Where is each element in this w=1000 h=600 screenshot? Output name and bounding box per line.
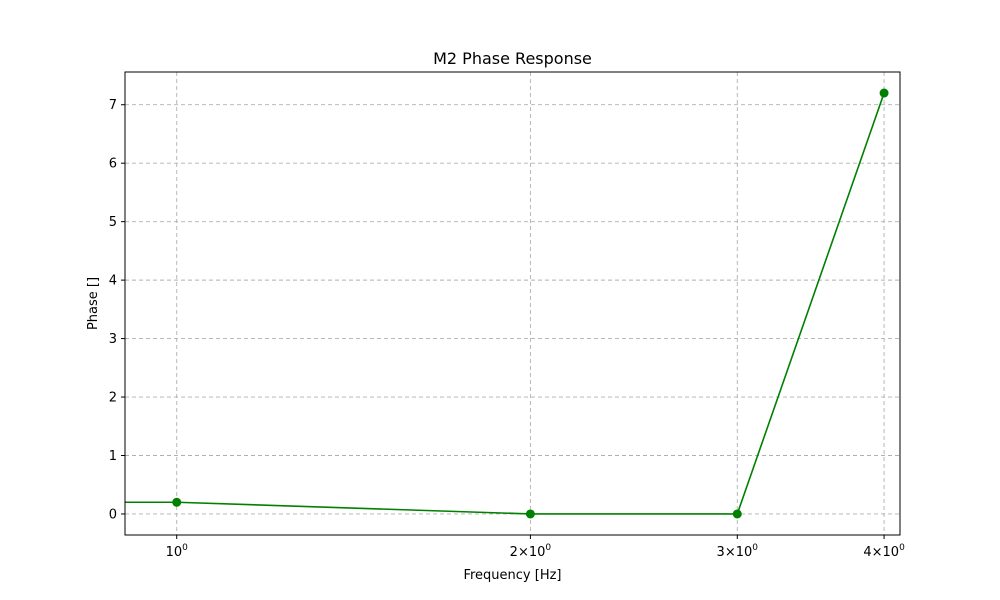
y-tick-label: 2 bbox=[109, 391, 117, 406]
x-tick-label: 2×100 bbox=[510, 543, 552, 560]
x-tick-label: 100 bbox=[166, 543, 189, 560]
grid-layer bbox=[125, 72, 900, 535]
y-tick-label: 0 bbox=[109, 507, 117, 522]
data-point bbox=[732, 509, 742, 519]
y-tick-label: 7 bbox=[109, 98, 117, 113]
y-tick-label: 6 bbox=[109, 157, 117, 172]
data-point bbox=[525, 509, 535, 519]
y-tick-label: 1 bbox=[109, 449, 117, 464]
data-point bbox=[879, 88, 889, 98]
y-tick-label: 3 bbox=[109, 332, 117, 347]
x-tick-label: 3×100 bbox=[717, 543, 759, 560]
chart-title: M2 Phase Response bbox=[433, 49, 592, 68]
series-layer bbox=[125, 88, 889, 519]
x-axis-label: Frequency [Hz] bbox=[463, 568, 561, 583]
data-point bbox=[172, 497, 182, 507]
tick-layer: 100 2×100 3×100 4×100 0 1 2 3 4 5 6 7 bbox=[109, 98, 905, 560]
y-tick-label: 4 bbox=[109, 274, 117, 289]
y-tick-label: 5 bbox=[109, 215, 117, 230]
series-line bbox=[125, 92, 885, 515]
plot-frame bbox=[124, 71, 901, 536]
y-axis-label: Phase [] bbox=[86, 277, 101, 330]
x-tick-label: 4×100 bbox=[863, 543, 905, 560]
